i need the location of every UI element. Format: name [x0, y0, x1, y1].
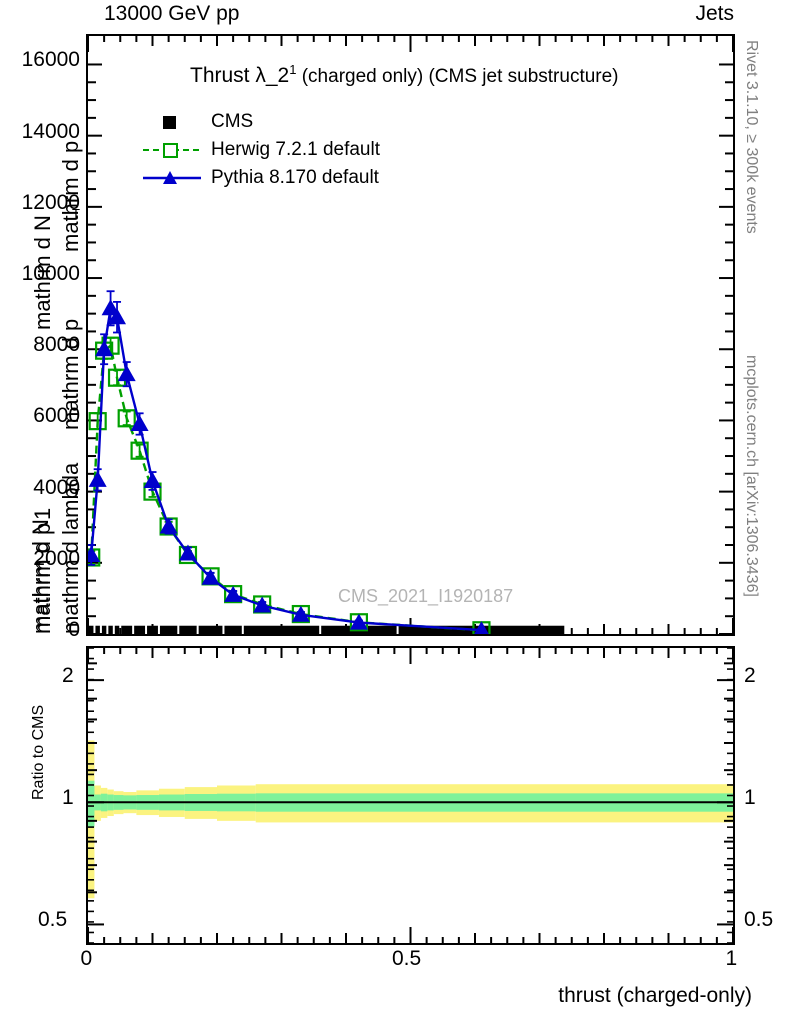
x-tick-label: 0.5 [392, 947, 422, 970]
y-tick-label: 14000 [21, 119, 80, 143]
legend-label-pythia: Pythia 8.170 default [211, 167, 379, 188]
mcplots-reference-text: mcplots.cern.ch [arXiv:1306.3436] [743, 355, 760, 597]
plot-title: Thrust λ_21 (charged only) (CMS jet subs… [190, 62, 619, 88]
ratio-y-tick-label-left: 0.5 [38, 908, 68, 932]
header-collision-energy: 13000 GeV pp [104, 2, 240, 25]
y-tick-label: 10000 [21, 262, 80, 286]
y-axis-tick-labels-main: 0 2000 4000 6000 8000 10000 12000 14000 16000 [0, 0, 84, 1024]
ratio-y-tick-label-right: 0.5 [744, 908, 774, 932]
plot-title-prefix: Thrust [190, 64, 256, 87]
x-tick-label: 1 [725, 947, 738, 970]
y-tick-label: 0 [68, 618, 80, 641]
plot-title-lambda: λ_2 [255, 64, 290, 87]
rivet-version-text: Rivet 3.1.10, ≥ 300k events [743, 40, 760, 234]
y-tick-label: 2000 [33, 546, 80, 570]
legend-label-herwig: Herwig 7.2.1 default [211, 139, 380, 160]
y-tick-label: 16000 [21, 48, 80, 72]
ratio-y-tick-label-right: 1 [744, 786, 756, 810]
main-plot-area [86, 34, 735, 636]
header-category: Jets [695, 2, 734, 25]
legend-key-filled-square [143, 108, 201, 136]
y-tick-label: 4000 [33, 475, 80, 499]
ratio-plot-svg [88, 648, 733, 943]
ratio-y-axis-title: Ratio to CMS [30, 704, 47, 800]
ratio-y-tick-label-left: 2 [62, 664, 74, 688]
x-tick-label: 0 [80, 947, 93, 970]
ratio-plot-area [86, 646, 735, 945]
plot-title-sup: 1 [289, 62, 297, 77]
x-axis-title: thrust (charged-only) [558, 984, 752, 1007]
legend-label-cms: CMS [211, 111, 254, 132]
main-data-series [88, 290, 565, 634]
analysis-watermark: CMS_2021_I1920187 [338, 586, 514, 606]
ratio-y-tick-label-left: 1 [62, 786, 74, 810]
y-tick-label: 12000 [21, 190, 80, 214]
ratio-uncertainty-bands [88, 740, 733, 899]
main-plot-svg [88, 36, 733, 634]
y-tick-label: 8000 [33, 333, 80, 357]
plot-title-suffix: (charged only) (CMS jet substructure) [296, 66, 619, 87]
y-tick-label: 6000 [33, 404, 80, 428]
legend-key-dashed-open-square [143, 136, 201, 164]
legend-key-solid-triangle [143, 164, 201, 192]
ratio-y-tick-label-right: 2 [744, 664, 756, 688]
